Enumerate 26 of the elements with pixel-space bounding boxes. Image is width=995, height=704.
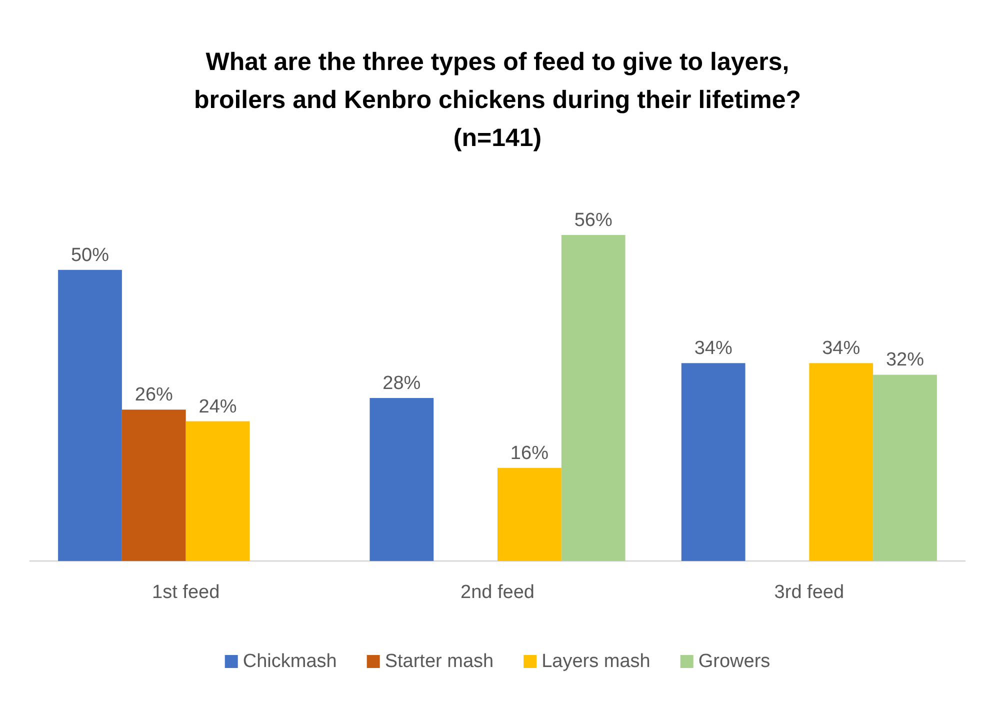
- bar: [561, 235, 626, 561]
- data-label: 56%: [574, 210, 612, 231]
- chart-title: What are the three types of feed to give to layers, broilers and Kenbro chickens during their lifetime? (n=141): [194, 48, 802, 152]
- legend-label: Layers mash: [542, 651, 650, 672]
- x-tick-label: 2nd feed: [460, 582, 534, 603]
- data-label: 34%: [694, 338, 732, 360]
- data-label: 16%: [510, 442, 549, 464]
- data-label: 26%: [134, 384, 174, 406]
- data-label: 28%: [382, 373, 421, 394]
- bar: [681, 363, 746, 561]
- bar: [58, 270, 122, 561]
- x-tick-label: 1st feed: [152, 582, 220, 603]
- data-label: 34%: [822, 338, 860, 360]
- bar: [873, 374, 937, 561]
- bar: [498, 468, 562, 561]
- bar: [122, 410, 186, 561]
- x-tick-label: 3rd feed: [774, 582, 844, 603]
- bar: [809, 363, 874, 561]
- bar: [370, 398, 434, 561]
- legend-label: Chickmash: [242, 651, 337, 672]
- legend-label: Starter mash: [384, 651, 494, 672]
- data-label: 50%: [70, 244, 110, 266]
- bar: [186, 421, 250, 561]
- data-label: 32%: [886, 350, 924, 371]
- legend-label: Growers: [698, 651, 770, 672]
- data-label: 24%: [198, 396, 237, 418]
